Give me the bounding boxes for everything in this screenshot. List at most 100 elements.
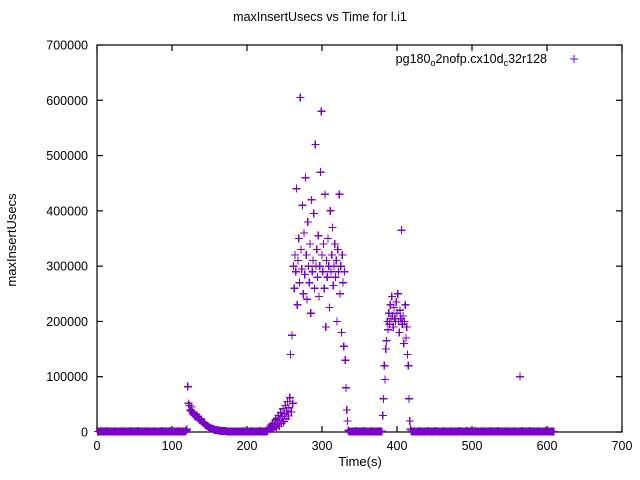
x-tick-label: 300 bbox=[312, 439, 333, 453]
data-point bbox=[310, 284, 319, 293]
x-axis-ticks: 0 100 200 300 400 500 600 700 bbox=[94, 45, 632, 453]
data-point bbox=[294, 256, 302, 265]
data-point bbox=[397, 226, 406, 235]
data-point bbox=[292, 184, 301, 193]
data-point bbox=[327, 251, 336, 260]
data-point bbox=[325, 303, 334, 312]
y-tick-label: 100000 bbox=[46, 370, 88, 384]
data-point bbox=[378, 427, 386, 436]
data-point bbox=[387, 292, 396, 301]
y-axis-ticks: 0 100000 200000 300000 400000 500000 600000 700… bbox=[46, 39, 622, 440]
data-point bbox=[296, 93, 305, 102]
data-point bbox=[298, 201, 307, 210]
data-point bbox=[342, 383, 350, 392]
data-point bbox=[338, 251, 347, 260]
data-point bbox=[299, 289, 308, 298]
data-point bbox=[309, 209, 318, 218]
data-point bbox=[304, 262, 313, 271]
y-tick-label: 300000 bbox=[46, 260, 88, 274]
data-point bbox=[183, 382, 192, 391]
data-point bbox=[315, 262, 324, 271]
data-point bbox=[285, 403, 293, 412]
data-point bbox=[307, 195, 316, 204]
data-point bbox=[335, 190, 344, 199]
data-point bbox=[313, 273, 322, 282]
data-point bbox=[399, 311, 407, 320]
data-point bbox=[327, 267, 335, 276]
y-tick-label: 600000 bbox=[46, 94, 88, 108]
data-point bbox=[293, 300, 302, 309]
data-point bbox=[318, 267, 327, 276]
data-point bbox=[330, 240, 339, 249]
y-tick-label: 500000 bbox=[46, 149, 88, 163]
data-point bbox=[319, 240, 328, 249]
data-point bbox=[405, 416, 414, 425]
y-tick-label: 0 bbox=[81, 426, 88, 440]
data-point bbox=[384, 325, 392, 334]
data-point bbox=[343, 416, 352, 425]
data-point bbox=[399, 339, 408, 348]
data-points bbox=[93, 93, 558, 436]
data-point bbox=[516, 372, 524, 381]
data-point bbox=[382, 336, 391, 345]
data-point bbox=[315, 292, 323, 301]
data-point bbox=[322, 256, 331, 265]
legend: pg180o2nofp.cx10dc32r128 bbox=[396, 52, 578, 68]
data-point bbox=[285, 393, 294, 402]
data-point bbox=[405, 394, 413, 403]
data-point bbox=[316, 168, 325, 177]
data-point bbox=[286, 350, 295, 359]
data-point bbox=[295, 278, 304, 287]
data-point bbox=[317, 107, 326, 116]
data-point bbox=[302, 251, 311, 260]
data-point bbox=[311, 140, 320, 149]
data-point bbox=[309, 256, 317, 265]
data-point bbox=[333, 245, 342, 254]
data-point bbox=[271, 415, 280, 424]
data-point bbox=[549, 427, 558, 436]
data-point bbox=[381, 345, 390, 354]
data-point bbox=[402, 334, 410, 343]
data-point bbox=[330, 262, 338, 271]
data-point bbox=[312, 245, 321, 254]
data-point bbox=[331, 273, 340, 282]
data-point bbox=[294, 234, 303, 243]
data-point bbox=[340, 267, 349, 276]
data-point bbox=[321, 190, 329, 199]
data-point bbox=[187, 403, 196, 412]
data-point bbox=[303, 217, 312, 226]
data-point bbox=[380, 361, 389, 370]
data-point bbox=[290, 284, 299, 293]
data-point bbox=[303, 295, 311, 304]
data-point bbox=[297, 264, 306, 273]
x-tick-label: 200 bbox=[237, 439, 258, 453]
data-point bbox=[291, 267, 300, 276]
data-point bbox=[328, 223, 337, 232]
data-point bbox=[342, 405, 351, 414]
data-point bbox=[288, 399, 297, 408]
legend-marker-plus bbox=[570, 55, 578, 63]
data-point bbox=[396, 306, 404, 315]
data-point bbox=[306, 309, 315, 318]
data-point bbox=[291, 251, 299, 260]
data-point bbox=[305, 278, 314, 287]
x-tick-label: 0 bbox=[94, 439, 101, 453]
data-point bbox=[329, 281, 338, 290]
data-point bbox=[404, 361, 413, 370]
data-point bbox=[389, 322, 398, 331]
data-point bbox=[288, 331, 296, 340]
data-point bbox=[379, 394, 388, 403]
data-point bbox=[333, 317, 341, 326]
data-point bbox=[341, 356, 350, 365]
plot-frame bbox=[96, 44, 623, 433]
data-point bbox=[332, 256, 341, 265]
data-point bbox=[308, 267, 317, 276]
data-point bbox=[318, 251, 326, 260]
data-point bbox=[287, 408, 296, 417]
y-tick-label: 700000 bbox=[46, 39, 88, 53]
data-point bbox=[314, 231, 323, 240]
data-point bbox=[392, 298, 401, 307]
x-axis-label: Time(s) bbox=[338, 454, 382, 469]
x-tick-label: 600 bbox=[537, 439, 558, 453]
